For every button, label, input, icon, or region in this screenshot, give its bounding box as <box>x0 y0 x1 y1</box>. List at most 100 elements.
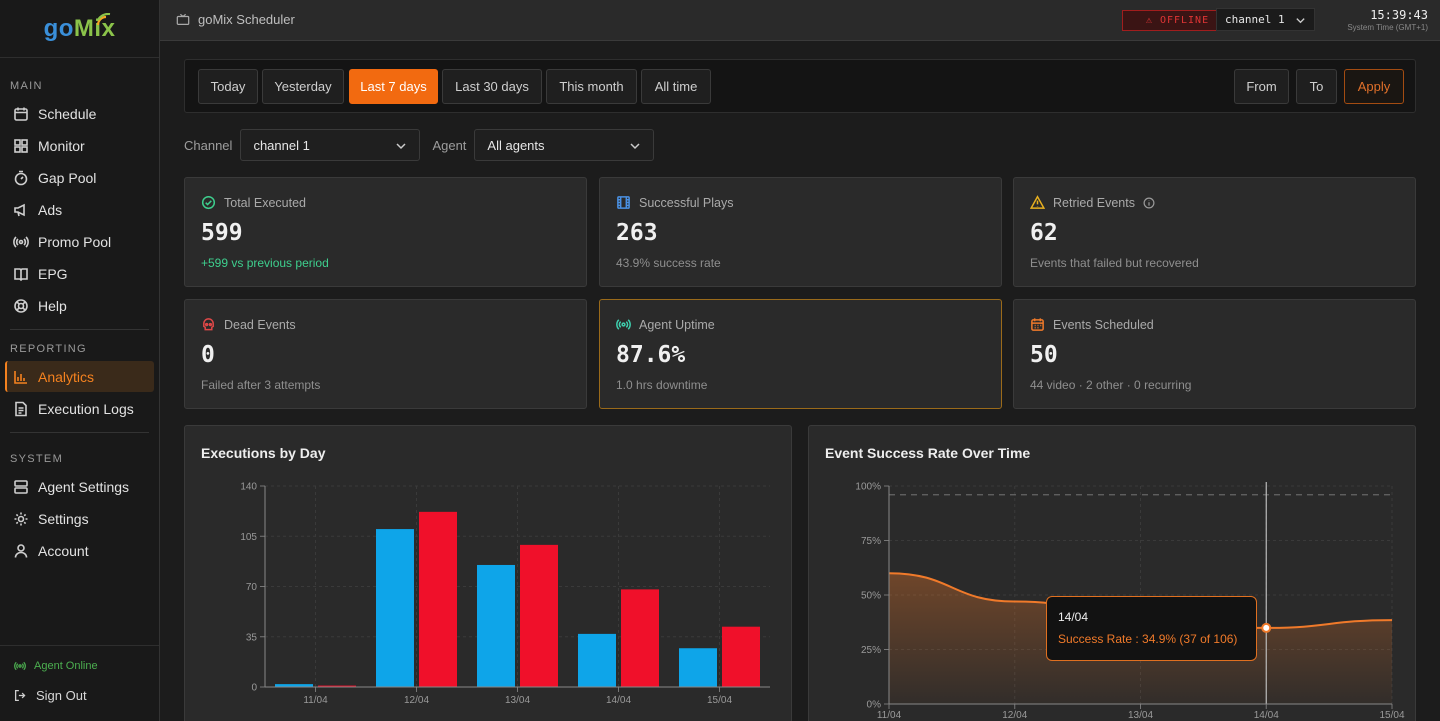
sidebar-item-promo-pool[interactable]: Promo Pool <box>5 226 154 257</box>
x-tick-label: 15/04 <box>1379 710 1404 721</box>
sign-out-label: Sign Out <box>36 688 87 703</box>
tooltip-value: Success Rate : 34.9% (37 of 106) <box>1058 632 1238 646</box>
stat-card-dead-events: Dead Events 0 Failed after 3 attempts <box>184 299 587 409</box>
range-today-button[interactable]: Today <box>198 69 258 104</box>
x-tick-label: 13/04 <box>1128 710 1153 721</box>
card-subtext: 44 video · 2 other · 0 recurring <box>1030 378 1192 392</box>
system-clock: 15:39:43 System Time (GMT+1) <box>1347 8 1428 32</box>
card-value: 599 <box>201 220 243 246</box>
bar-series-1 <box>275 684 313 687</box>
calendar-icon <box>14 107 28 121</box>
sidebar-item-label: Analytics <box>38 368 95 385</box>
card-value: 62 <box>1030 220 1058 246</box>
agent-label: Agent <box>432 137 467 153</box>
y-tick-label: 75% <box>861 536 881 547</box>
to-date-button[interactable]: To <box>1296 69 1337 104</box>
bar-series-1 <box>679 648 717 687</box>
y-tick-label: 70 <box>246 582 258 593</box>
chevron-down-icon <box>1296 18 1305 24</box>
clock-label: System Time (GMT+1) <box>1347 23 1428 32</box>
x-tick-label: 14/04 <box>606 695 631 706</box>
y-tick-label: 50% <box>861 591 881 602</box>
sidebar-footer: Agent Online Sign Out <box>0 645 159 721</box>
sidebar-item-label: Monitor <box>38 137 85 154</box>
sidebar-item-monitor[interactable]: Monitor <box>5 130 154 161</box>
bar-series-1 <box>376 529 414 687</box>
card-subtext: Failed after 3 attempts <box>201 378 321 392</box>
skull-icon <box>203 318 214 331</box>
sidebar-item-settings[interactable]: Settings <box>5 503 154 534</box>
channel-select[interactable]: channel 1 <box>1216 8 1315 31</box>
sidebar-item-agent-settings[interactable]: Agent Settings <box>5 471 154 502</box>
card-header: Retried Events <box>1030 195 1163 210</box>
divider <box>10 329 149 330</box>
film-icon <box>617 196 630 209</box>
y-tick-label: 105 <box>240 532 257 543</box>
card-title: Events Scheduled <box>1053 317 1154 332</box>
success-rate-area-chart[interactable]: 0% 25% 50% 75% 100% 11/04 12/04 13/04 14/04 15/04 <box>809 426 1417 721</box>
card-title: Successful Plays <box>639 195 734 210</box>
stat-card-events-scheduled: Events Scheduled 50 44 video · 2 other ·… <box>1013 299 1416 409</box>
sidebar-item-gap-pool[interactable]: Gap Pool <box>5 162 154 193</box>
bar-series-1 <box>477 564 515 687</box>
topbar: goMix Scheduler ⚠ OFFLINE channel 1 15:3… <box>160 0 1440 41</box>
chart-title: Executions by Day <box>201 445 326 461</box>
y-tick-label: 35 <box>246 632 258 643</box>
card-header: Events Scheduled <box>1030 317 1154 332</box>
broadcast-icon <box>14 661 26 671</box>
agent-status: Agent Online <box>0 656 159 676</box>
bar-series-2 <box>722 626 760 687</box>
server-icon <box>14 479 28 494</box>
agent-status-text: Agent Online <box>34 660 98 672</box>
channel-filter-select[interactable]: channel 1 <box>240 129 421 161</box>
executions-bar-chart[interactable]: 0 35 70 105 140 11/04 12/04 13/04 14/04 15/04 <box>185 426 793 721</box>
info-icon[interactable] <box>1143 197 1155 209</box>
calendar-icon <box>1031 318 1044 331</box>
range-last-30-days-button[interactable]: Last 30 days <box>442 69 542 104</box>
channel-select-value: channel 1 <box>1225 13 1285 26</box>
y-tick-label: 100% <box>855 482 881 493</box>
agent-filter-value: All agents <box>487 137 545 153</box>
sidebar-item-label: Help <box>38 297 67 314</box>
bar-series-2 <box>520 544 558 687</box>
card-subtext: 43.9% success rate <box>616 256 721 270</box>
sidebar-item-help[interactable]: Help <box>5 290 154 321</box>
card-subtext: +599 vs previous period <box>201 256 329 270</box>
range-last-7-days-button[interactable]: Last 7 days <box>349 69 438 104</box>
sidebar: goMix MAIN Schedule Monitor Gap Pool Ads… <box>0 0 160 721</box>
range-yesterday-button[interactable]: Yesterday <box>262 69 344 104</box>
sidebar-item-label: Promo Pool <box>38 233 112 250</box>
card-title: Retried Events <box>1053 195 1135 210</box>
card-header: Total Executed <box>201 195 306 210</box>
warning-icon <box>1030 195 1045 209</box>
from-date-button[interactable]: From <box>1234 69 1289 104</box>
card-header: Dead Events <box>201 317 296 332</box>
y-tick-label: 140 <box>240 482 257 493</box>
clock-time: 15:39:43 <box>1370 8 1428 22</box>
card-value: 50 <box>1030 342 1058 368</box>
sidebar-item-label: Account <box>38 542 89 559</box>
sidebar-item-schedule[interactable]: Schedule <box>5 98 154 129</box>
agent-filter-select[interactable]: All agents <box>474 129 655 161</box>
sidebar-item-account[interactable]: Account <box>5 535 154 566</box>
sidebar-item-epg[interactable]: EPG <box>5 258 154 289</box>
sidebar-item-label: Schedule <box>38 105 97 122</box>
x-tick-label: 13/04 <box>505 695 530 706</box>
sign-out-button[interactable]: Sign Out <box>0 688 159 703</box>
chevron-down-icon <box>396 143 406 150</box>
range-all-time-button[interactable]: All time <box>641 69 711 104</box>
sidebar-item-execution-logs[interactable]: Execution Logs <box>5 393 154 424</box>
x-tick-label: 12/04 <box>1002 710 1027 721</box>
sidebar-item-analytics[interactable]: Analytics <box>5 361 154 392</box>
main-nav: Schedule Monitor Gap Pool Ads Promo Pool… <box>0 98 159 321</box>
sign-out-icon <box>14 689 26 702</box>
range-this-month-button[interactable]: This month <box>546 69 637 104</box>
tooltip-date: 14/04 <box>1058 610 1089 624</box>
reporting-nav: Analytics Execution Logs <box>0 361 159 424</box>
sidebar-item-ads[interactable]: Ads <box>5 194 154 225</box>
logo[interactable]: goMix <box>0 0 159 58</box>
apply-button[interactable]: Apply <box>1344 69 1404 104</box>
megaphone-icon <box>14 203 25 216</box>
sidebar-item-label: Ads <box>38 201 63 218</box>
x-tick-label: 15/04 <box>707 695 732 706</box>
